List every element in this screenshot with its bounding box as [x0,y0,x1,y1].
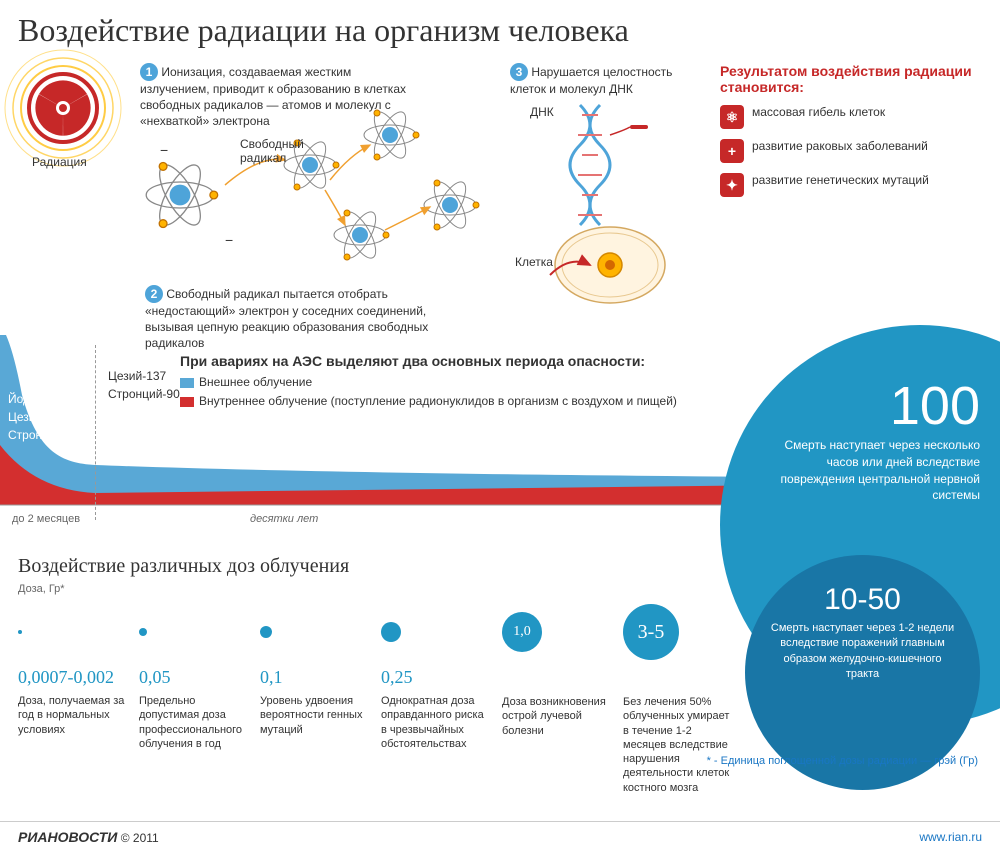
result-text-0: массовая гибель клеток [752,105,885,119]
chart-divider [95,345,96,520]
svg-text:−: − [225,232,233,248]
step-1-num: 1 [140,63,158,81]
footer-copyright: © 2011 [121,831,159,845]
dose-100-num: 100 [770,375,980,437]
iso-l-1: Стронций-90 [108,385,198,403]
dose-desc-2: Уровень удвоения вероятности генных мута… [260,694,370,737]
step-3-num: 3 [510,63,528,81]
result-text-1: развитие раковых заболеваний [752,139,928,153]
result-item-0: ⚛ массовая гибель клеток [720,105,980,129]
dose-100-desc: Смерть наступает через несколько часов и… [770,437,980,504]
dose-1050-num: 10-50 [769,583,956,617]
dose-value-0: 0,0007-0,002 [18,667,133,688]
dose-section-title: Воздействие различных доз облучения [18,555,349,578]
dose-bubble-3 [381,622,401,642]
dose-item-0: 0,0007-0,002 Доза, получаемая за год в но… [18,597,133,795]
dose-section-subtitle: Доза, Гр* [18,583,65,595]
result-item-1: + развитие раковых заболеваний [720,139,980,163]
dose-value-1: 0,05 [139,667,254,688]
dose-bubble-1 [139,628,147,636]
dose-item-1: 0,05 Предельно допустимая доза профессион… [139,597,254,795]
content-area: Радиация 1 Ионизация, создаваемая жестки… [0,55,1000,815]
dose-desc-0: Доза, получаемая за год в нормальных усл… [18,694,128,737]
dose-value-2: 0,1 [260,667,375,688]
dose-item-2: 0,1 Уровень удвоения вероятности генных м… [260,597,375,795]
cells-icon: ⚛ [720,105,744,129]
result-text-2: развитие генетических мутаций [752,173,929,187]
isotopes-long: Цезий-137 Стронций-90 [108,367,198,403]
timeline-short: до 2 месяцев [12,513,80,525]
dose-bubble-0 [18,630,22,634]
dna-label: ДНК [530,105,554,119]
atom-diagram: − − [130,105,510,305]
page-title: Воздействие радиации на организм человек… [0,0,1000,55]
free-radical-label: Свободный радикал [240,137,304,165]
footnote: * - Единица поглощенной дозы радиации — … [707,755,978,767]
dose-value-3: 0,25 [381,667,496,688]
footer-url[interactable]: www.rian.ru [919,830,982,844]
iso-l-0: Цезий-137 [108,367,198,385]
dose-1050-desc: Смерть наступает через 1-2 недели вследс… [769,621,956,683]
dose-bubble-5: 3-5 [623,604,679,660]
isotopes-short: Йод-131 Цезий-137 Стронций-90 [8,390,93,444]
dose-item-3: 0,25 Однократная доза оправданного риска … [381,597,496,795]
dna-diagram: ДНК Клетка [500,85,690,315]
dose-value-4: 1,0 [513,624,531,640]
results-title: Результатом воздействия радиации станови… [720,63,980,95]
footer-logo: РИАНОВОСТИ [18,829,117,845]
dose-desc-5: Без лечения 50% облученных умирает в теч… [623,695,733,795]
cell-label: Клетка [515,255,553,269]
dose-desc-1: Предельно допустимая доза профессиональн… [139,694,249,751]
result-item-2: ✦ развитие генетических мутаций [720,173,980,197]
radiation-icon [18,63,108,153]
timeline-long: десятки лет [250,513,318,525]
dose-item-4: 1,0 Доза возникновения острой лучевой бол… [502,597,617,795]
iso-s-0: Йод-131 [8,390,93,408]
dose-value-5: 3-5 [638,621,665,644]
svg-text:−: − [160,142,168,158]
cancer-icon: + [720,139,744,163]
results-box: Результатом воздействия радиации станови… [720,63,980,207]
dose-desc-4: Доза возникновения острой лучевой болезн… [502,695,612,738]
dose-bubble-4: 1,0 [502,612,542,652]
iso-s-1: Цезий-137 [8,408,93,426]
dose-row: 0,0007-0,002 Доза, получаемая за год в но… [18,597,738,795]
mutation-icon: ✦ [720,173,744,197]
iso-s-2: Стронций-90 [8,426,93,444]
dose-desc-3: Однократная доза оправданного риска в чр… [381,694,491,751]
dose-bubble-2 [260,626,272,638]
radiation-label: Радиация [32,155,87,169]
footer: РИАНОВОСТИ © 2011 www.rian.ru [0,821,1000,851]
